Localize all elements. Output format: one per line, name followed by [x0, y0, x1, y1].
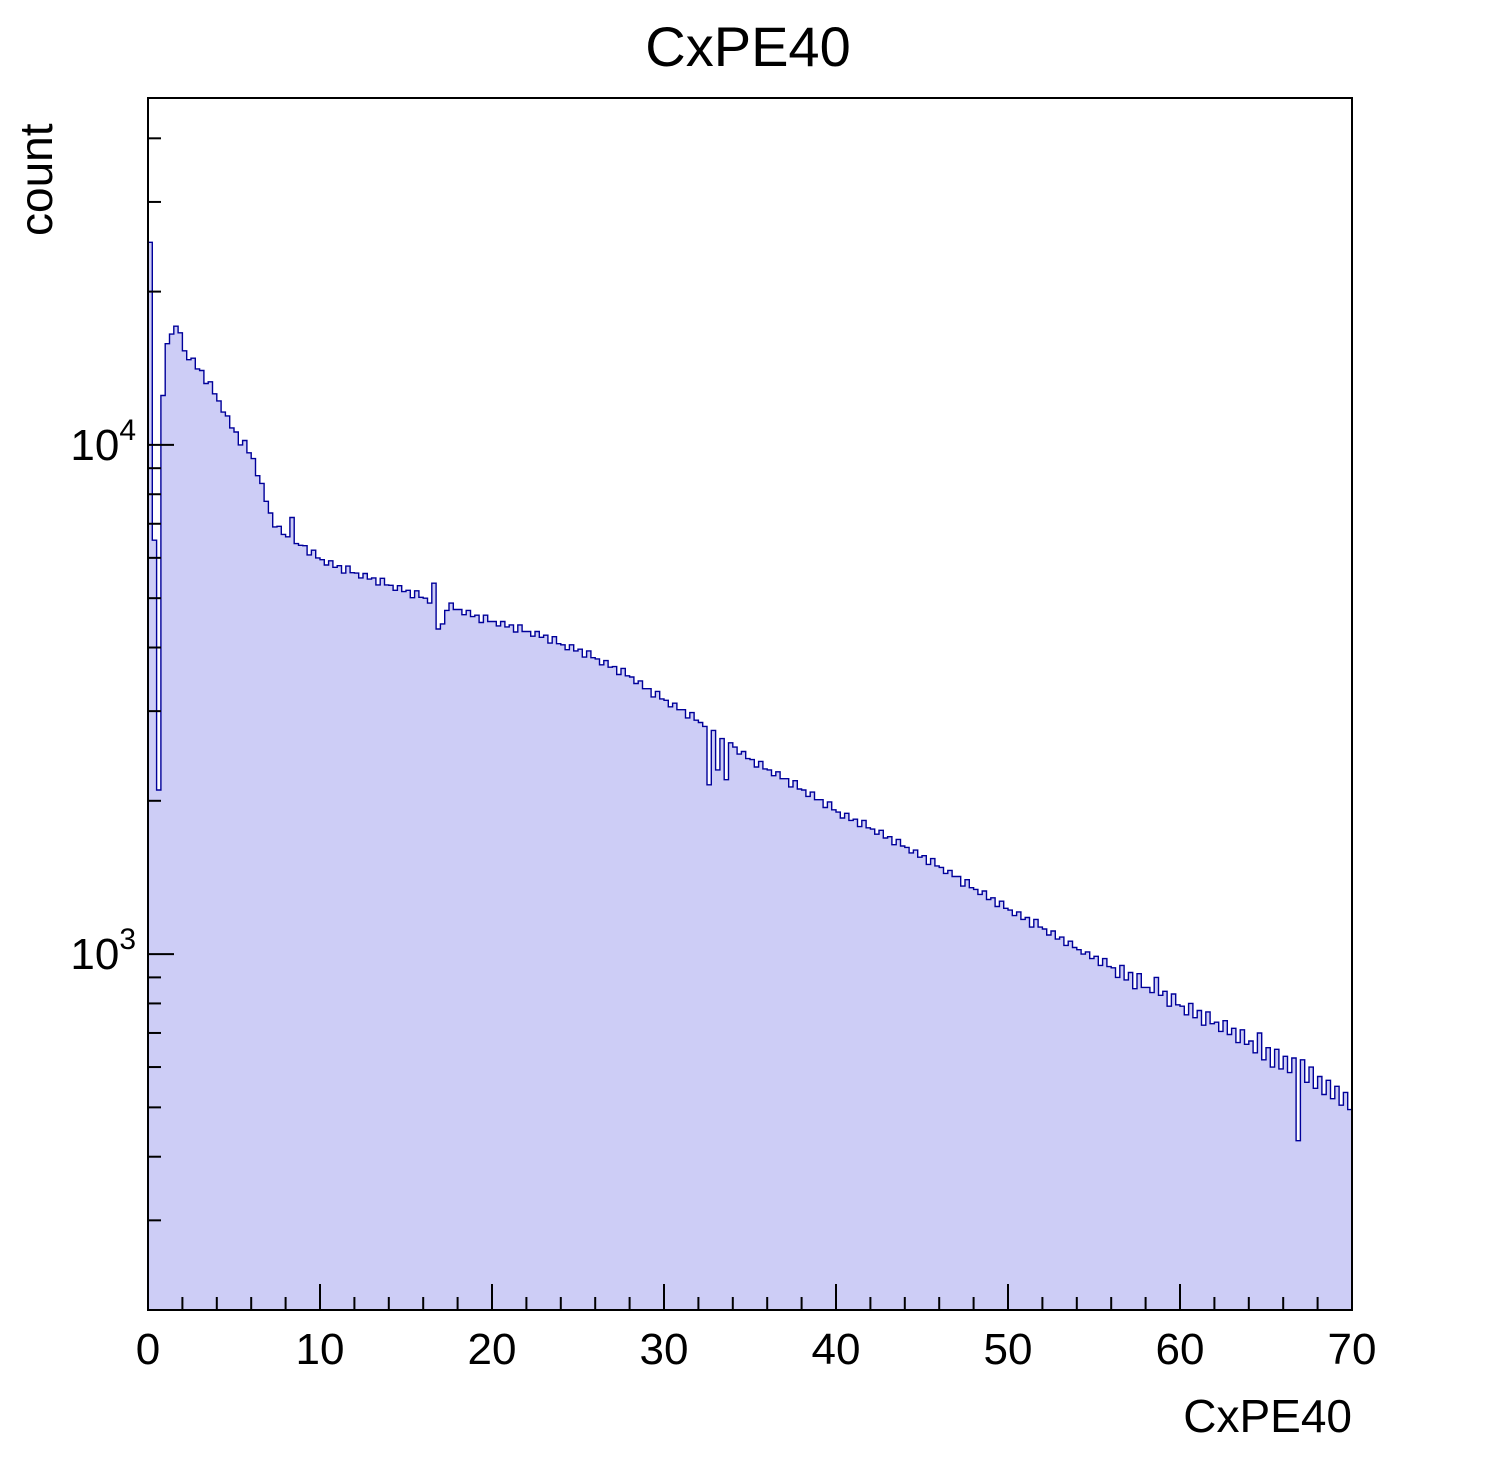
plot-frame: [147, 97, 1353, 1311]
y-tick-label: 103: [70, 923, 136, 979]
x-tick-label: 70: [1328, 1325, 1377, 1374]
y-axis-label: count: [10, 123, 62, 236]
y-tick-label: 104: [70, 414, 136, 470]
histogram-series: [147, 241, 1353, 1310]
x-tick-label: 60: [1156, 1325, 1205, 1374]
x-tick-label: 40: [812, 1325, 861, 1374]
x-tick-label: 20: [468, 1325, 517, 1374]
axis-ticks: [147, 137, 1353, 1310]
y-axis-tick-labels: 104 103: [70, 414, 136, 979]
x-tick-label: 10: [296, 1325, 345, 1374]
histogram-fill: [148, 242, 1352, 1310]
x-axis-tick-labels: 0 10 20 30 40 50 60 70: [136, 1325, 1377, 1374]
chart-title: CxPE40: [645, 15, 850, 78]
histogram-outline: [147, 241, 1353, 1310]
x-tick-label: 0: [136, 1325, 160, 1374]
x-tick-label: 30: [640, 1325, 689, 1374]
x-tick-label: 50: [984, 1325, 1033, 1374]
x-axis-label: CxPE40: [1183, 1390, 1352, 1442]
